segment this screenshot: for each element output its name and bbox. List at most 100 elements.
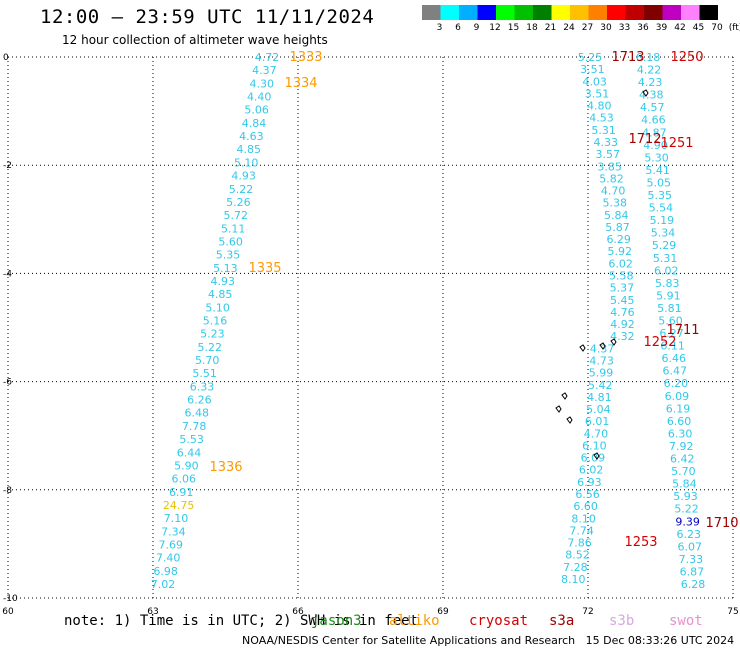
x-tick-label: 63 <box>147 607 158 617</box>
swh-value-east: 4.57 <box>640 101 665 114</box>
swh-value-east: 6.47 <box>663 365 688 378</box>
colorbar-swatch <box>662 5 681 20</box>
swh-value-east: 4.23 <box>638 76 663 89</box>
swh-value-west: 5.16 <box>203 315 228 328</box>
pass-number-label: 1713 <box>611 50 644 65</box>
swh-value-west: 5.53 <box>179 433 204 446</box>
swh-value-east: 4.38 <box>639 89 664 102</box>
swh-value-east: 6.19 <box>666 402 691 415</box>
swh-value-mid: 6.29 <box>606 233 631 246</box>
swh-value-east: 9.39 <box>675 515 700 528</box>
colorbar-swatch <box>570 5 589 20</box>
swh-value-east: 5.05 <box>646 176 671 189</box>
swh-value-east: 5.29 <box>652 239 677 252</box>
swh-value-east: 5.34 <box>651 227 676 240</box>
swh-value-mid: 3.51 <box>585 87 610 100</box>
x-tick-label: 72 <box>582 607 593 617</box>
x-tick-label: 66 <box>292 607 304 617</box>
swh-value-mid: 5.25 <box>578 51 603 64</box>
swh-value-east: 6.20 <box>664 377 689 390</box>
colorbar-label: 18 <box>526 23 538 33</box>
colorbar-label: 45 <box>693 23 704 33</box>
swh-value-west: 5.26 <box>226 196 251 209</box>
island-coastline <box>555 405 562 413</box>
swh-value-east: 5.19 <box>650 214 675 227</box>
swh-value-east: 6.46 <box>661 352 686 365</box>
swh-value-mid: 5.58 <box>609 270 634 283</box>
swh-value-east: 6.23 <box>676 528 701 541</box>
colorbar-swatch <box>644 5 663 20</box>
swh-value-west: 6.06 <box>172 473 197 486</box>
swh-value-east: 6.11 <box>660 340 685 353</box>
colorbar-swatch <box>699 5 718 20</box>
swh-value-west: 5.13 <box>213 262 238 275</box>
swh-value-east: 5.22 <box>674 503 699 516</box>
x-tick-label: 75 <box>727 607 738 617</box>
swh-value-mid: 5.99 <box>589 367 614 380</box>
swh-value-mid: 5.37 <box>610 282 635 295</box>
swh-value-east: 4.90 <box>643 139 668 152</box>
y-tick-label: -6 <box>3 378 12 388</box>
swh-value-mid: 8.10 <box>571 512 596 525</box>
swh-value-west: 5.06 <box>244 104 269 117</box>
swh-value-mid: 7.86 <box>567 537 592 550</box>
colorbar-label: 15 <box>508 23 519 33</box>
satellite-legend-item: jason3 <box>311 613 362 629</box>
swh-value-mid: 5.82 <box>599 172 624 185</box>
swh-value-east: 5.54 <box>649 202 674 215</box>
swh-value-west: 4.72 <box>255 51 280 64</box>
swh-value-west: 4.40 <box>247 91 272 104</box>
pass-number-label: 1333 <box>289 50 322 65</box>
island-coastline <box>561 392 568 400</box>
colorbar-swatch <box>551 5 570 20</box>
swh-value-east: 5.93 <box>673 490 698 503</box>
swh-value-west: 5.35 <box>216 249 241 262</box>
swh-value-west: 6.33 <box>190 380 215 393</box>
swh-value-east: 6.18 <box>636 51 661 64</box>
swh-value-mid: 4.92 <box>610 318 635 331</box>
pass-number-label: 1336 <box>209 460 242 475</box>
swh-value-east: 5.35 <box>648 189 673 202</box>
pass-number-label: 1252 <box>643 335 676 350</box>
pass-number-label: 1712 <box>628 132 661 147</box>
swh-value-mid: 6.56 <box>575 488 600 501</box>
colorbar-label: 6 <box>455 23 461 33</box>
colorbar-label: 36 <box>637 23 649 33</box>
swh-value-east: 6.02 <box>654 264 679 277</box>
swh-value-west: 7.34 <box>161 525 186 538</box>
swh-value-east: 5.31 <box>653 252 678 265</box>
swh-value-west: 5.22 <box>198 341 223 354</box>
colorbar-label: 9 <box>474 23 480 33</box>
swh-value-mid: 3.57 <box>596 148 621 161</box>
swh-value-mid: 5.87 <box>605 221 630 234</box>
swh-value-west: 4.37 <box>252 64 277 77</box>
swh-value-mid: 3.85 <box>597 160 622 173</box>
colorbar-swatch <box>588 5 607 20</box>
colorbar-label: 39 <box>656 23 668 33</box>
swh-value-mid: 8.10 <box>561 573 586 586</box>
chart-title: 12:00 – 23:59 UTC 11/11/2024 <box>40 6 375 28</box>
colorbar-swatch <box>607 5 626 20</box>
x-tick-label: 69 <box>437 607 449 617</box>
swh-value-mid: 6.09 <box>581 452 606 465</box>
swh-value-mid: 5.04 <box>586 403 611 416</box>
swh-value-mid: 4.81 <box>587 391 612 404</box>
swh-value-west: 4.85 <box>208 288 233 301</box>
swh-value-east: 4.22 <box>637 64 662 77</box>
swh-value-west: 6.91 <box>169 486 194 499</box>
island-coastline <box>566 416 573 424</box>
swh-value-mid: 4.53 <box>589 112 614 125</box>
pass-number-label: 1334 <box>284 76 317 91</box>
swh-value-west: 5.10 <box>234 156 259 169</box>
swh-value-mid: 6.02 <box>608 257 633 270</box>
swh-value-west: 5.72 <box>224 209 249 222</box>
swh-value-east: 7.33 <box>679 553 704 566</box>
swh-value-west: 7.78 <box>182 420 207 433</box>
swh-value-east: 6.60 <box>667 415 692 428</box>
swh-value-mid: 4.03 <box>582 75 607 88</box>
swh-value-mid: 3.51 <box>580 63 605 76</box>
colorbar-swatch <box>440 5 459 20</box>
colorbar-label: 24 <box>563 23 575 33</box>
y-tick-label: -4 <box>3 269 12 279</box>
swh-value-west: 4.30 <box>250 77 275 90</box>
